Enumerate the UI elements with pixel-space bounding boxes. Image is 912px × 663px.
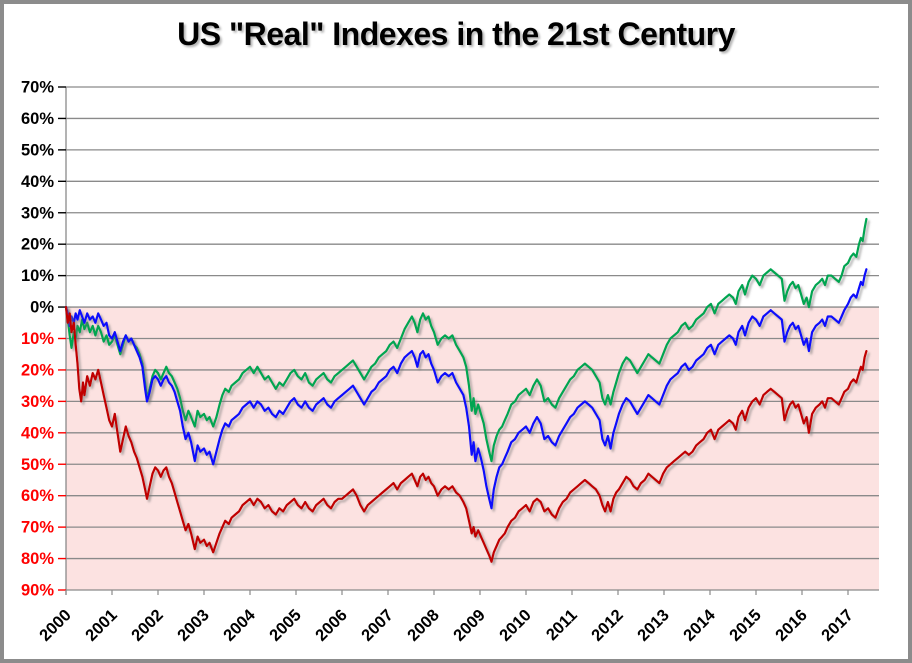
x-tick-label: 2013 (634, 606, 673, 645)
y-tick-label: 70% (21, 519, 54, 537)
chart-title: US "Real" Indexes in the 21st Century (177, 16, 735, 52)
y-tick-label: 50% (21, 141, 54, 159)
y-tick-label: 10% (21, 330, 54, 348)
y-tick-label: 10% (21, 267, 54, 285)
series-blue-line (64, 268, 868, 510)
series-red-line (64, 306, 868, 563)
y-tick-label: 70% (21, 79, 54, 97)
x-tick-label: 2015 (726, 606, 765, 645)
x-tick-label: 2000 (36, 606, 75, 645)
x-tick-label: 2007 (358, 606, 397, 645)
x-axis: 2000 2001 2002 2003 2004 2005 2006 2007 2008 2009… (36, 590, 857, 645)
y-tick-label: 60% (21, 110, 54, 128)
x-tick-label: 2016 (772, 606, 811, 645)
series-green-line (64, 217, 868, 463)
y-tick-label: 0% (30, 299, 54, 317)
gridlines (66, 86, 879, 591)
y-tick-label: 60% (21, 487, 54, 505)
x-tick-label: 2010 (496, 606, 535, 645)
x-tick-label: 2012 (588, 606, 627, 645)
y-tick-label: 20% (21, 361, 54, 379)
y-tick-label: 40% (21, 173, 54, 191)
x-tick-label: 2014 (680, 606, 719, 645)
y-tick-label: 30% (21, 393, 54, 411)
y-tick-label: 20% (21, 236, 54, 254)
x-tick-label: 2009 (450, 606, 489, 645)
y-tick-label: 40% (21, 424, 54, 442)
y-tick-label: 50% (21, 456, 54, 474)
x-tick-label: 2011 (543, 606, 581, 644)
x-tick-label: 2002 (128, 606, 167, 645)
y-tick-label: 80% (21, 550, 54, 568)
x-tick-label: 2004 (220, 606, 259, 645)
x-tick-label: 2008 (404, 606, 443, 645)
x-tick-label: 2017 (818, 606, 857, 645)
x-tick-label: 2001 (82, 606, 121, 645)
y-tick-label: 90% (21, 582, 54, 600)
y-axis: 70% 60% 50% 40% 30% 20% 10% 0% 10% 20% 30% 40% 50% 60… (21, 79, 67, 600)
x-tick-label: 2003 (174, 606, 213, 645)
y-tick-label: 30% (21, 204, 54, 222)
x-tick-label: 2005 (266, 606, 305, 645)
x-tick-label: 2006 (312, 606, 351, 645)
